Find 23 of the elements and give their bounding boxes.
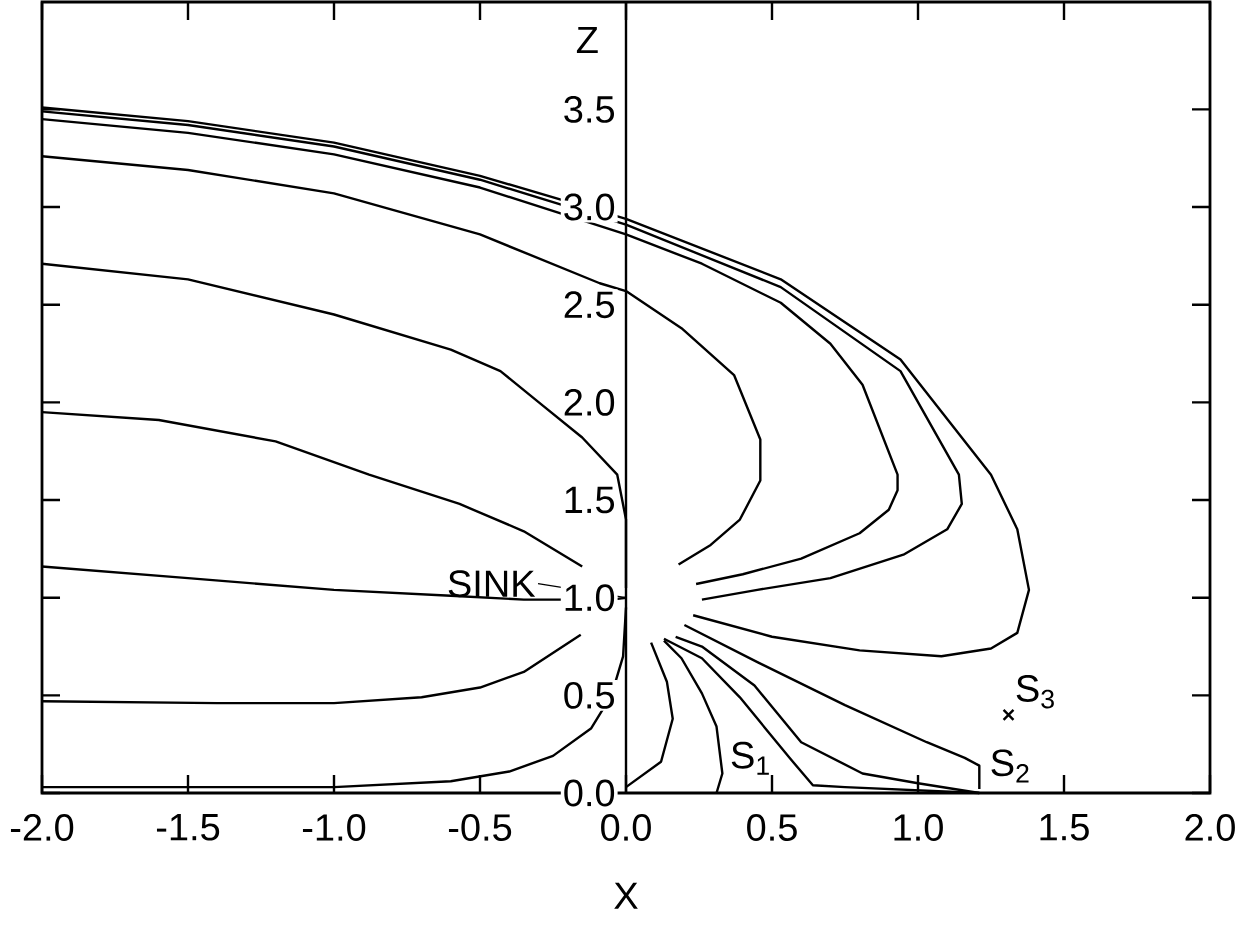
x-tick-label: -1.0 <box>302 814 366 841</box>
y-tick-label: 2.5 <box>564 291 615 319</box>
annotation: SINK <box>448 570 536 598</box>
annotation: S$_{1}$ <box>731 741 769 775</box>
y-tick-label: 3.5 <box>564 95 615 123</box>
x-tick-label: -1.5 <box>156 814 220 841</box>
annotation: S$_{2}$ <box>991 749 1029 783</box>
y-tick-label: 1.0 <box>565 584 615 612</box>
y-axis-title: Z <box>576 26 598 54</box>
y-tick-label: 0.5 <box>564 681 615 709</box>
y-tick-label: 3.0 <box>564 193 615 221</box>
x-tick-label: 1.0 <box>894 814 943 841</box>
annotation: S$_{3}$ <box>1016 675 1054 709</box>
x-axis-title: X <box>614 882 638 909</box>
x-tick-label: 1.5 <box>1040 814 1089 841</box>
x-tick-label: -2.0 <box>10 814 74 841</box>
y-tick-label: 1.5 <box>565 486 615 514</box>
x-tick-label: 0.5 <box>747 814 797 841</box>
y-tick-label: 2.0 <box>564 388 615 416</box>
x-tick-label: 2.0 <box>1185 814 1235 841</box>
x-tick-label: 0.0 <box>601 814 651 841</box>
y-tick-label: 0.0 <box>564 779 615 807</box>
x-tick-label: -0.5 <box>448 814 512 841</box>
